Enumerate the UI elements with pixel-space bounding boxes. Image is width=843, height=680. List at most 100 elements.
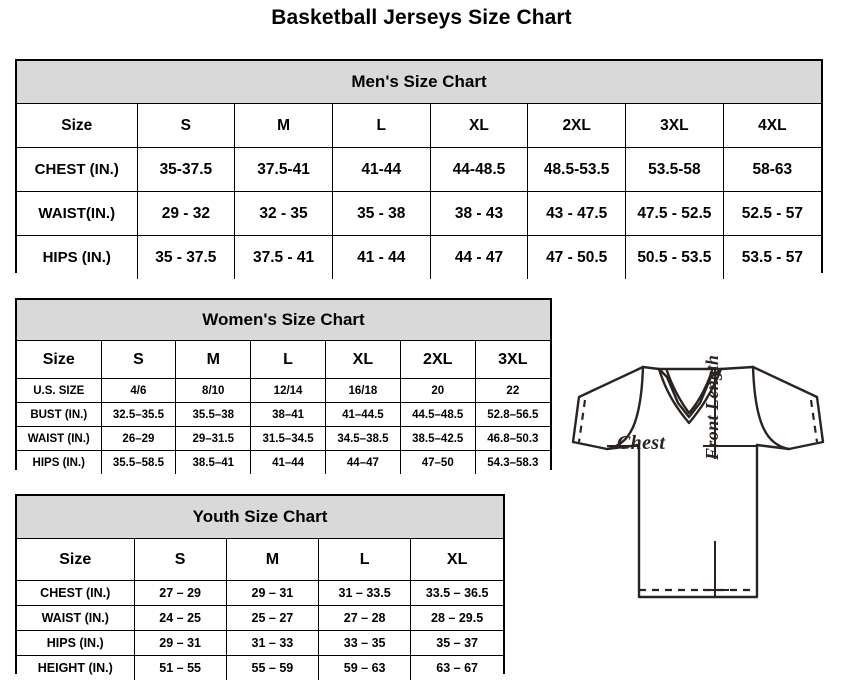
youth-chest-m: 29 – 31 [226, 581, 318, 606]
youth-hips-s: 29 – 31 [134, 631, 226, 656]
womens-row-label-us-size: U.S. SIZE [17, 379, 101, 403]
womens-header-size: Size [17, 341, 101, 379]
youth-height-l: 59 – 63 [319, 656, 411, 680]
womens-row-label-hips: HIPS (IN.) [17, 451, 101, 475]
womens-ussize-3xl: 22 [475, 379, 550, 403]
youth-chest-s: 27 – 29 [134, 581, 226, 606]
mens-hips-s: 35 - 37.5 [137, 236, 235, 280]
womens-bust-m: 35.5–38 [176, 403, 251, 427]
front-length-measurement-label: Front Length [702, 355, 723, 460]
mens-hips-m: 37.5 - 41 [235, 236, 333, 280]
womens-band-row: Women's Size Chart [17, 300, 550, 341]
mens-row-label-chest: CHEST (IN.) [17, 148, 137, 192]
jersey-illustration [555, 345, 843, 665]
womens-bust-l: 38–41 [251, 403, 326, 427]
womens-size-chart-table: Women's Size Chart Size S M L XL 2XL 3XL… [15, 298, 552, 470]
womens-bust-2xl: 44.5–48.5 [400, 403, 475, 427]
right-armhole [753, 367, 789, 449]
youth-row-label-hips: HIPS (IN.) [17, 631, 134, 656]
womens-ussize-m: 8/10 [176, 379, 251, 403]
womens-ussize-s: 4/6 [101, 379, 176, 403]
youth-header-s: S [134, 539, 226, 581]
mens-waist-2xl: 43 - 47.5 [528, 192, 626, 236]
youth-waist-l: 27 – 28 [319, 606, 411, 631]
womens-hips-m: 38.5–41 [176, 451, 251, 475]
youth-chart-band-title: Youth Size Chart [17, 496, 503, 539]
womens-header-row: Size S M L XL 2XL 3XL [17, 341, 550, 379]
womens-header-xl: XL [325, 341, 400, 379]
womens-bust-3xl: 52.8–56.5 [475, 403, 550, 427]
womens-bust-s: 32.5–35.5 [101, 403, 176, 427]
mens-waist-s: 29 - 32 [137, 192, 235, 236]
mens-header-row: Size S M L XL 2XL 3XL 4XL [17, 104, 821, 148]
mens-hips-xl: 44 - 47 [430, 236, 528, 280]
youth-waist-xl: 28 – 29.5 [411, 606, 503, 631]
mens-hips-3xl: 50.5 - 53.5 [626, 236, 724, 280]
womens-hips-s: 35.5–58.5 [101, 451, 176, 475]
table-row: HIPS (IN.) 35 - 37.5 37.5 - 41 41 - 44 4… [17, 236, 821, 280]
youth-row-label-height: HEIGHT (IN.) [17, 656, 134, 680]
table-row: HIPS (IN.) 35.5–58.5 38.5–41 41–44 44–47… [17, 451, 550, 475]
mens-header-3xl: 3XL [626, 104, 724, 148]
mens-chest-2xl: 48.5-53.5 [528, 148, 626, 192]
mens-band-row: Men's Size Chart [17, 61, 821, 104]
page-title: Basketball Jerseys Size Chart [0, 6, 843, 30]
youth-band-row: Youth Size Chart [17, 496, 503, 539]
youth-height-s: 51 – 55 [134, 656, 226, 680]
womens-header-l: L [251, 341, 326, 379]
mens-row-label-waist: WAIST(IN.) [17, 192, 137, 236]
youth-hips-m: 31 – 33 [226, 631, 318, 656]
mens-chart-band-title: Men's Size Chart [17, 61, 821, 104]
mens-header-s: S [137, 104, 235, 148]
womens-bust-xl: 41–44.5 [325, 403, 400, 427]
table-row: BUST (IN.) 32.5–35.5 35.5–38 38–41 41–44… [17, 403, 550, 427]
mens-header-xl: XL [430, 104, 528, 148]
womens-waist-2xl: 38.5–42.5 [400, 427, 475, 451]
mens-header-size: Size [17, 104, 137, 148]
womens-hips-xl: 44–47 [325, 451, 400, 475]
table-row: CHEST (IN.) 35-37.5 37.5-41 41-44 44-48.… [17, 148, 821, 192]
left-cuff-dashes [579, 400, 585, 442]
youth-header-row: Size S M L XL [17, 539, 503, 581]
youth-height-m: 55 – 59 [226, 656, 318, 680]
table-row: U.S. SIZE 4/6 8/10 12/14 16/18 20 22 [17, 379, 550, 403]
youth-chest-l: 31 – 33.5 [319, 581, 411, 606]
mens-chest-l: 41-44 [332, 148, 430, 192]
womens-waist-3xl: 46.8–50.3 [475, 427, 550, 451]
youth-header-l: L [319, 539, 411, 581]
mens-hips-4xl: 53.5 - 57 [723, 236, 821, 280]
womens-ussize-l: 12/14 [251, 379, 326, 403]
mens-hips-2xl: 47 - 50.5 [528, 236, 626, 280]
right-sleeve-outline [753, 367, 823, 449]
mens-size-chart-table: Men's Size Chart Size S M L XL 2XL 3XL 4… [15, 59, 823, 273]
womens-header-3xl: 3XL [475, 341, 550, 379]
youth-hips-xl: 35 – 37 [411, 631, 503, 656]
youth-height-xl: 63 – 67 [411, 656, 503, 680]
youth-hips-l: 33 – 35 [319, 631, 411, 656]
mens-header-l: L [332, 104, 430, 148]
womens-hips-l: 41–44 [251, 451, 326, 475]
mens-waist-xl: 38 - 43 [430, 192, 528, 236]
jersey-measurement-diagram: Chest Front Length [555, 345, 843, 665]
table-row: WAIST (IN.) 24 – 25 25 – 27 27 – 28 28 –… [17, 606, 503, 631]
chest-measurement-label: Chest [617, 432, 665, 455]
youth-waist-s: 24 – 25 [134, 606, 226, 631]
womens-header-s: S [101, 341, 176, 379]
table-row: WAIST(IN.) 29 - 32 32 - 35 35 - 38 38 - … [17, 192, 821, 236]
mens-waist-3xl: 47.5 - 52.5 [626, 192, 724, 236]
womens-waist-m: 29–31.5 [176, 427, 251, 451]
womens-header-m: M [176, 341, 251, 379]
womens-row-label-bust: BUST (IN.) [17, 403, 101, 427]
womens-waist-xl: 34.5–38.5 [325, 427, 400, 451]
womens-hips-3xl: 54.3–58.3 [475, 451, 550, 475]
table-row: CHEST (IN.) 27 – 29 29 – 31 31 – 33.5 33… [17, 581, 503, 606]
table-row: WAIST (IN.) 26–29 29–31.5 31.5–34.5 34.5… [17, 427, 550, 451]
youth-size-chart-table: Youth Size Chart Size S M L XL CHEST (IN… [15, 494, 505, 674]
womens-header-2xl: 2XL [400, 341, 475, 379]
youth-row-label-waist: WAIST (IN.) [17, 606, 134, 631]
youth-header-m: M [226, 539, 318, 581]
mens-waist-l: 35 - 38 [332, 192, 430, 236]
womens-ussize-xl: 16/18 [325, 379, 400, 403]
table-row: HIPS (IN.) 29 – 31 31 – 33 33 – 35 35 – … [17, 631, 503, 656]
mens-row-label-hips: HIPS (IN.) [17, 236, 137, 280]
